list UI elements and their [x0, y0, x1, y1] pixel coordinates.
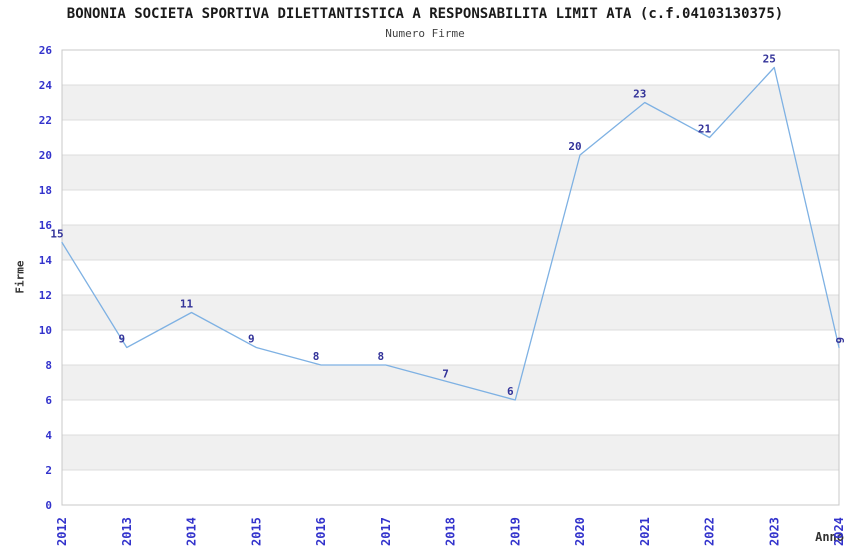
point-label: 23: [633, 88, 646, 101]
x-tick-label: 2019: [508, 517, 522, 546]
y-tick-label: 22: [39, 114, 52, 127]
y-tick-label: 18: [39, 184, 52, 197]
y-tick-label: 4: [45, 429, 52, 442]
y-tick-label: 24: [39, 79, 53, 92]
point-label: 25: [763, 53, 776, 66]
x-tick-label: 2016: [314, 517, 328, 546]
y-tick-label: 14: [39, 254, 53, 267]
data-line: [61, 66, 840, 401]
x-tick-label: 2022: [703, 517, 717, 546]
y-tick-label: 12: [39, 289, 52, 302]
y-tick-label: 0: [45, 499, 52, 512]
point-label: 8: [377, 350, 384, 363]
point-label: 9: [118, 333, 125, 346]
x-axis-title: Anno: [815, 530, 844, 544]
x-tick-label: 2014: [185, 517, 199, 546]
x-tick-label: 2020: [573, 517, 587, 546]
x-tick-label: 2015: [249, 517, 263, 546]
x-tick-label: 2013: [120, 517, 134, 546]
chart-title: BONONIA SOCIETA SPORTIVA DILETTANTISTICA…: [66, 6, 784, 22]
plot-band: [62, 225, 839, 260]
x-tick-label: 2012: [55, 517, 69, 546]
y-tick-label: 20: [39, 149, 52, 162]
point-label: 9: [248, 333, 255, 346]
y-tick-label: 10: [39, 324, 52, 337]
chart-subtitle: Numero Firme: [385, 27, 465, 40]
point-label: 20: [568, 140, 581, 153]
point-label: 21: [698, 123, 712, 136]
y-tick-label: 26: [39, 44, 53, 57]
y-tick-label: 8: [45, 359, 52, 372]
plot-band: [62, 155, 839, 190]
plot-band: [62, 295, 839, 330]
point-label: 11: [180, 298, 194, 311]
y-tick-label: 16: [39, 219, 53, 232]
point-label: 15: [50, 228, 63, 241]
x-tick-label: 2023: [767, 517, 781, 546]
x-tick-label: 2024: [832, 517, 846, 546]
y-tick-label: 2: [45, 464, 52, 477]
plot-border: [61, 49, 840, 506]
x-tick-label: 2018: [444, 517, 458, 546]
y-tick-label: 6: [45, 394, 52, 407]
plot-band: [62, 435, 839, 470]
point-label: 8: [313, 350, 320, 363]
point-label: 9: [834, 337, 847, 344]
point-label: 6: [507, 385, 514, 398]
point-label: 7: [442, 368, 449, 381]
plot-band: [62, 85, 839, 120]
x-tick-label: 2021: [638, 517, 652, 546]
x-tick-label: 2017: [379, 517, 393, 546]
